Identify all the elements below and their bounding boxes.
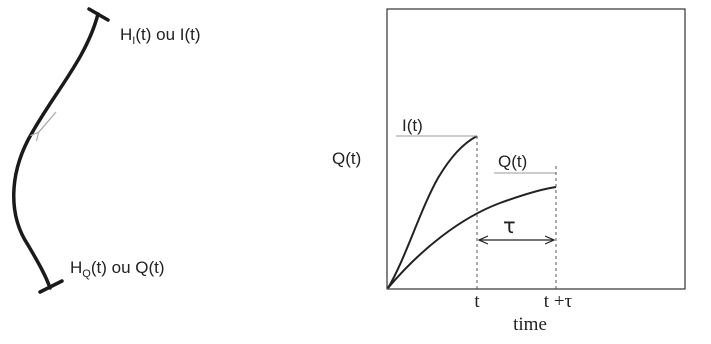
tick-t-plus-tau: t +τ [544, 291, 573, 312]
downstream-label-sub: Q [82, 268, 91, 280]
upstream-label: HI(t) ou I(t) [120, 25, 201, 47]
x-axis-label: time [513, 314, 547, 335]
tick-t: t [474, 291, 480, 312]
downstream-label-main: H [70, 258, 82, 277]
upstream-label-main: H [120, 25, 132, 44]
river-line [12, 12, 100, 290]
hydrograph: Q(t) I(t) Q(t) τ t t +τ time [332, 8, 686, 335]
downstream-label-rest: (t) ou Q(t) [91, 258, 165, 277]
plot-frame [386, 8, 686, 290]
upstream-label-sub: I [132, 35, 135, 47]
upstream-cap [87, 7, 110, 22]
tau-label: τ [503, 214, 516, 238]
downstream-label: HQ(t) ou Q(t) [70, 258, 165, 280]
upstream-label-rest: (t) ou I(t) [135, 25, 200, 44]
y-axis-label: Q(t) [332, 149, 361, 168]
outflow-curve-label: Q(t) [498, 152, 527, 171]
arrow-down-left-icon [38, 111, 57, 133]
outflow-curve [387, 186, 557, 289]
downstream-cap [38, 279, 64, 294]
river-reach: HI(t) ou I(t) HQ(t) ou Q(t) [12, 7, 201, 294]
inflow-curve-label: I(t) [402, 116, 423, 135]
inflow-curve [387, 135, 478, 289]
